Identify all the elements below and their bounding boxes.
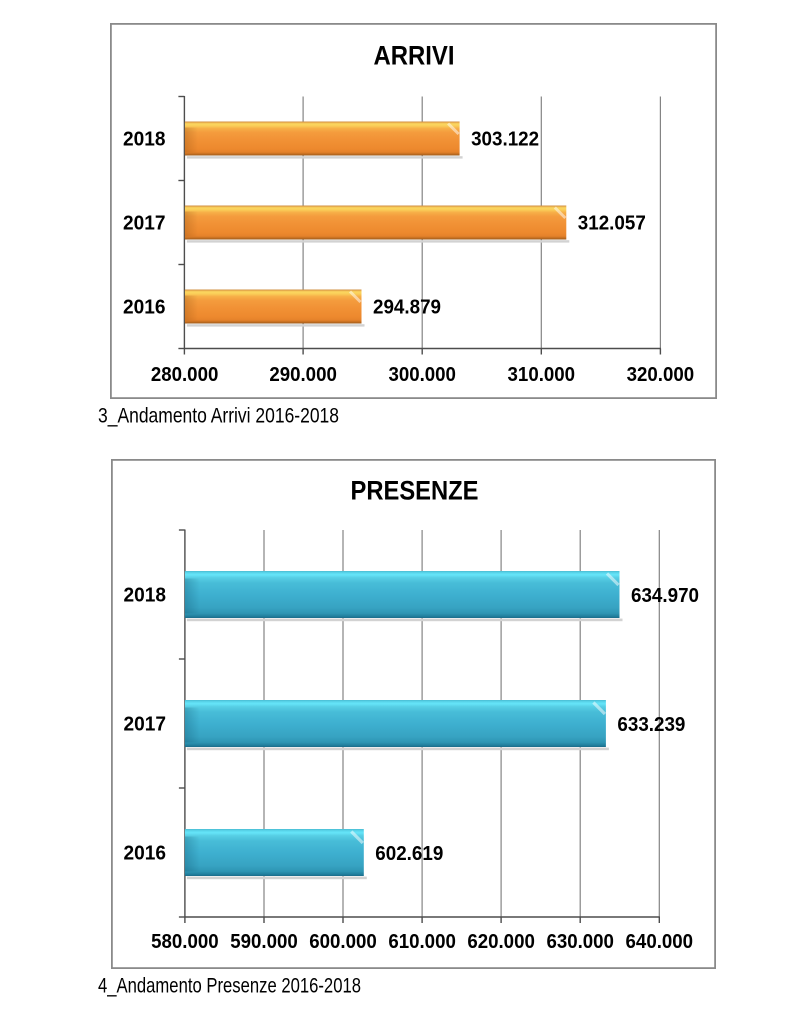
svg-text:294.879: 294.879: [373, 297, 441, 319]
svg-text:320.000: 320.000: [627, 364, 695, 386]
svg-text:310.000: 310.000: [508, 364, 576, 386]
svg-text:280.000: 280.000: [151, 364, 219, 386]
svg-text:PRESENZE: PRESENZE: [351, 475, 479, 505]
svg-text:300.000: 300.000: [388, 364, 456, 386]
svg-text:630.000: 630.000: [546, 931, 614, 953]
svg-text:633.239: 633.239: [617, 714, 685, 736]
svg-text:3_Andamento Arrivi 2016-2018: 3_Andamento Arrivi 2016-2018: [98, 405, 339, 428]
svg-text:290.000: 290.000: [269, 364, 337, 386]
svg-text:303.122: 303.122: [471, 129, 539, 151]
svg-text:2017: 2017: [124, 714, 167, 736]
svg-text:602.619: 602.619: [375, 843, 443, 865]
svg-text:ARRIVI: ARRIVI: [374, 41, 455, 71]
svg-text:2018: 2018: [124, 585, 167, 607]
svg-text:2018: 2018: [123, 128, 166, 150]
svg-text:2016: 2016: [123, 296, 166, 318]
svg-text:580.000: 580.000: [151, 931, 219, 953]
svg-text:2017: 2017: [123, 212, 166, 234]
svg-text:4_Andamento Presenze 2016-2018: 4_Andamento Presenze 2016-2018: [98, 975, 361, 998]
svg-text:634.970: 634.970: [631, 585, 699, 607]
svg-text:610.000: 610.000: [388, 931, 456, 953]
svg-text:2016: 2016: [124, 843, 167, 865]
svg-text:620.000: 620.000: [467, 931, 535, 953]
svg-text:600.000: 600.000: [309, 931, 377, 953]
svg-text:590.000: 590.000: [230, 931, 298, 953]
svg-text:640.000: 640.000: [626, 931, 694, 953]
svg-text:312.057: 312.057: [578, 213, 646, 235]
